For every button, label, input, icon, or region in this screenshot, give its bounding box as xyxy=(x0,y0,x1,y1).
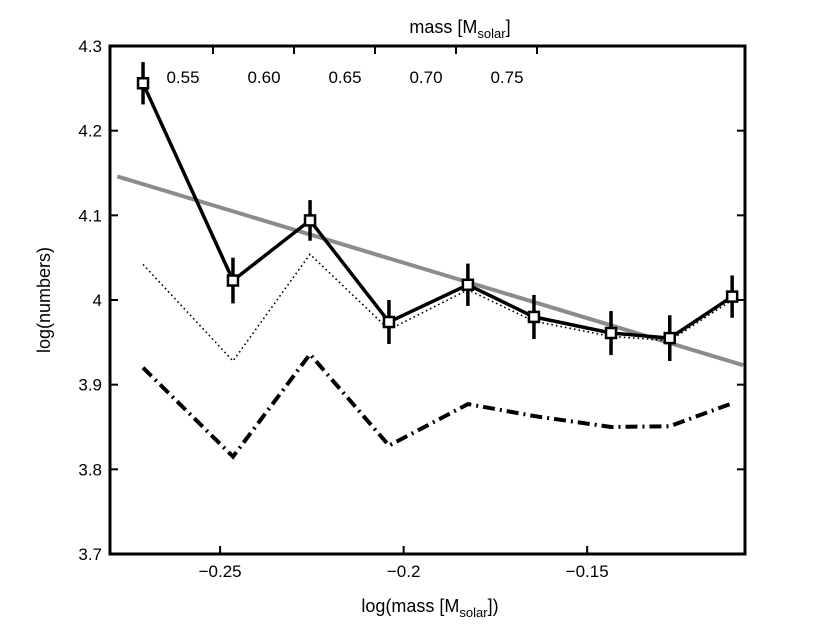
top-axis-label: mass [Msolar] xyxy=(409,17,510,41)
x-axis-label: log(mass [Msolar]) xyxy=(361,596,498,620)
data-point-marker xyxy=(663,331,677,345)
y-tick-label: 4.1 xyxy=(78,206,102,225)
y-axis-label: log(numbers) xyxy=(34,247,54,353)
y-tick-label: 4 xyxy=(93,291,102,310)
data-point-marker xyxy=(226,274,240,287)
x-tick-label: −0.2 xyxy=(387,562,421,581)
data-point-marker xyxy=(303,214,317,227)
data-point-marker xyxy=(461,278,475,292)
top-tick-label: 0.65 xyxy=(328,68,361,87)
data-point-marker xyxy=(604,326,618,340)
data-point-marker xyxy=(527,310,541,324)
data-point-marker xyxy=(382,315,396,329)
x-tick-label: −0.15 xyxy=(566,562,609,581)
plot-frame xyxy=(108,44,747,556)
y-tick-label: 3.7 xyxy=(78,545,102,564)
y-tick-label: 4.3 xyxy=(78,37,102,56)
y-tick-label: 3.8 xyxy=(78,460,102,479)
top-tick-label: 0.55 xyxy=(166,68,199,87)
top-tick-label: 0.60 xyxy=(247,68,280,87)
y-tick-label: 3.9 xyxy=(78,376,102,395)
top-tick-label: 0.75 xyxy=(490,68,523,87)
dashdot-line xyxy=(141,351,733,460)
data-point-marker xyxy=(136,77,150,90)
y-tick-label: 4.2 xyxy=(78,122,102,141)
x-tick-label: −0.25 xyxy=(199,562,242,581)
series-layer xyxy=(116,62,744,460)
top-tick-label: 0.70 xyxy=(409,68,442,87)
axes-layer: 3.7 3.8 3.9 4 4.1 4.2 4.3 −0.25 −0.2 −0.15 0.55 0.6… xyxy=(78,37,747,581)
data-point-marker xyxy=(725,290,739,303)
